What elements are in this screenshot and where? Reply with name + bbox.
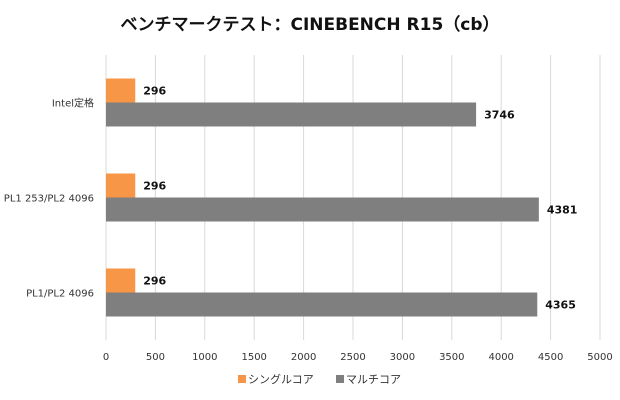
x-tick-label: 2000: [291, 352, 316, 363]
data-label: 4381: [547, 204, 578, 217]
x-tick-label: 1500: [241, 352, 266, 363]
chart-title: ベンチマークテスト：CINEBENCH R15（cb）: [120, 14, 499, 35]
legend-swatch: [238, 375, 246, 383]
multi-core-bar: [106, 102, 477, 127]
multi-core-bar: [106, 292, 538, 317]
data-label: 4365: [545, 299, 576, 312]
x-tick-label: 0: [103, 352, 109, 363]
bars: [106, 78, 539, 317]
legend: シングルコア マルチコア: [238, 372, 401, 386]
x-tick-label: 5000: [587, 352, 612, 363]
category-label: PL1/PL2 4096: [26, 289, 94, 300]
multi-core-bar: [106, 197, 539, 222]
single-core-bar: [106, 78, 136, 103]
data-label: 296: [143, 275, 166, 288]
x-tick-label: 2500: [340, 352, 365, 363]
x-tick-label: 3500: [439, 352, 464, 363]
data-label: 296: [143, 180, 166, 193]
x-tick-label: 1000: [192, 352, 217, 363]
x-tick-label: 500: [146, 352, 165, 363]
legend-label: シングルコア: [248, 372, 314, 386]
data-labels: 296 3746 296 4381 296 4365: [143, 85, 577, 312]
x-axis-tick-labels: 0 500 1000 1500 2000 2500 3000 3500 4000 4500 5000: [103, 352, 613, 363]
data-label: 3746: [484, 109, 515, 122]
legend-label: マルチコア: [346, 373, 401, 386]
single-core-bar: [106, 173, 136, 198]
x-tick-label: 4500: [538, 352, 563, 363]
x-tick-label: 4000: [488, 352, 513, 363]
category-label: Intel定格: [52, 97, 94, 110]
category-label: PL1 253/PL2 4096: [4, 194, 94, 205]
x-tick-label: 3000: [390, 352, 415, 363]
single-core-bar: [106, 268, 136, 293]
category-labels: Intel定格 PL1 253/PL2 4096 PL1/PL2 4096: [4, 97, 94, 300]
legend-swatch: [336, 375, 344, 383]
data-label: 296: [143, 85, 166, 98]
